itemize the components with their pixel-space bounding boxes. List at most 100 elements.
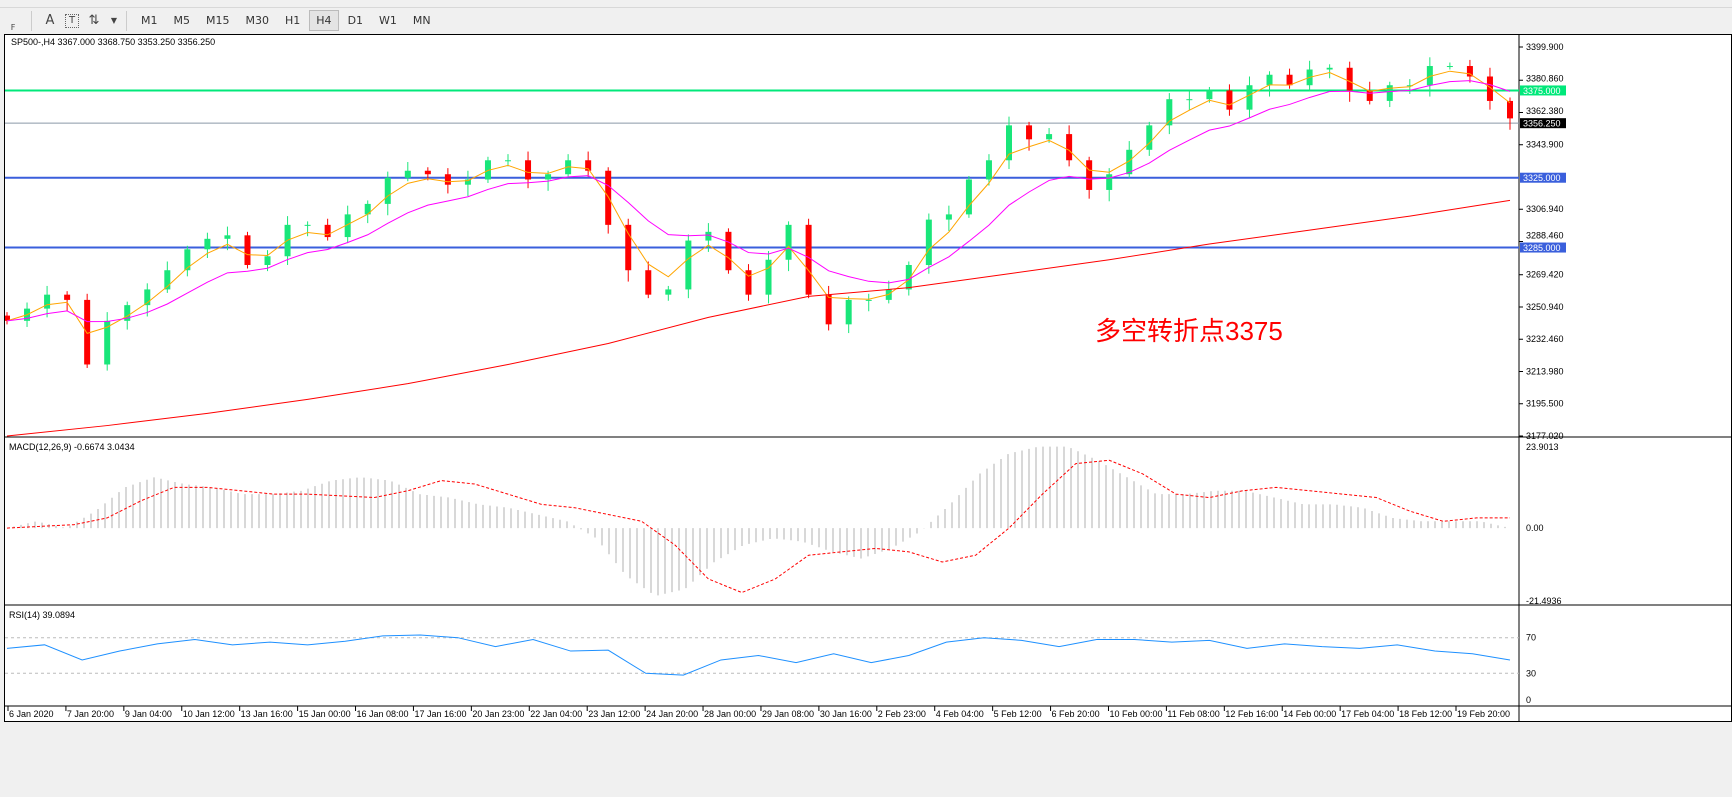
macd-tick-label: -21.4936 bbox=[1526, 596, 1562, 606]
candle-bear bbox=[1466, 66, 1473, 77]
candle-bear bbox=[444, 174, 451, 185]
candle-bull bbox=[224, 235, 231, 239]
candle-bull bbox=[865, 299, 872, 301]
candle-bull bbox=[1326, 67, 1333, 70]
candle-bull bbox=[665, 289, 672, 295]
candle-bull bbox=[1046, 134, 1053, 140]
candle-bear bbox=[1086, 160, 1093, 190]
candle-bull bbox=[505, 160, 511, 162]
timeframe-h4[interactable]: H4 bbox=[309, 10, 339, 31]
ma-mid-line bbox=[6, 80, 1511, 323]
candle-bear bbox=[1507, 100, 1513, 119]
arrows-icon[interactable]: ⇅ bbox=[88, 13, 100, 28]
candle-bear bbox=[244, 235, 251, 265]
candle-bull bbox=[1426, 66, 1433, 86]
candle-bear bbox=[1286, 74, 1293, 86]
candle-bull bbox=[905, 264, 912, 290]
candle-bull bbox=[965, 179, 972, 215]
price-tick-label: 3288.460 bbox=[1526, 231, 1564, 241]
candle-bull bbox=[304, 224, 311, 226]
price-tick-label: 3343.900 bbox=[1526, 140, 1564, 150]
candle-bear bbox=[805, 224, 812, 295]
chart-window[interactable]: 3399.900 3380.860 3362.380 3343.900 3306.940… bbox=[4, 34, 1732, 722]
candle-bull bbox=[184, 249, 191, 271]
candle-bear bbox=[525, 160, 532, 180]
candle-bear bbox=[1026, 125, 1033, 140]
timeframe-bar: M1 M5 M15 M30 H1 H4 D1 W1 MN bbox=[134, 10, 438, 31]
candle-bull bbox=[204, 238, 211, 250]
text-icon[interactable]: A bbox=[45, 13, 55, 28]
candle-bull bbox=[945, 214, 952, 220]
time-label: 5 Feb 12:00 bbox=[994, 709, 1042, 719]
candle-bear bbox=[745, 270, 752, 295]
level-label: 3356.250 bbox=[1523, 119, 1561, 129]
candle-bull bbox=[344, 214, 351, 238]
timeframe-m15[interactable]: M15 bbox=[206, 14, 230, 27]
time-label: 11 Feb 08:00 bbox=[1167, 709, 1219, 719]
time-label: 17 Feb 04:00 bbox=[1341, 709, 1394, 719]
candle-bear bbox=[725, 231, 732, 271]
level-label: 3285.000 bbox=[1523, 243, 1561, 253]
time-label: 29 Jan 08:00 bbox=[762, 709, 814, 719]
timeframe-m1[interactable]: M1 bbox=[141, 14, 158, 27]
divider bbox=[126, 10, 127, 31]
time-label: 17 Jan 16:00 bbox=[414, 709, 466, 719]
timeframe-h1[interactable]: H1 bbox=[285, 14, 301, 27]
candle-bear bbox=[1486, 76, 1493, 101]
status-area bbox=[0, 722, 1732, 797]
candle-bear bbox=[645, 270, 652, 295]
candle-bear bbox=[1066, 134, 1073, 161]
rsi-line bbox=[6, 634, 1511, 676]
candle-bear bbox=[4, 315, 10, 321]
ma-fast-line bbox=[6, 70, 1511, 334]
timeframe-m30[interactable]: M30 bbox=[245, 14, 270, 27]
time-label: 2 Feb 23:00 bbox=[878, 709, 926, 719]
grid-icon[interactable]: F bbox=[10, 22, 16, 32]
time-label: 30 Jan 16:00 bbox=[820, 709, 872, 719]
text-label-icon[interactable]: T bbox=[65, 13, 79, 28]
candle-bull bbox=[164, 270, 171, 290]
price-tick-label: 3213.980 bbox=[1526, 366, 1564, 376]
timeframe-w1[interactable]: W1 bbox=[379, 14, 397, 27]
rsi-label: RSI(14) 39.0894 bbox=[9, 610, 75, 620]
price-tick-label: 3306.940 bbox=[1526, 204, 1564, 214]
candle-bear bbox=[64, 294, 71, 300]
candle-bull bbox=[1146, 125, 1153, 150]
candle-bear bbox=[1226, 90, 1233, 110]
macd-tick-label: 23.9013 bbox=[1526, 442, 1559, 452]
timeframe-mn[interactable]: MN bbox=[412, 14, 431, 27]
candle-bull bbox=[705, 231, 712, 241]
candle-bull bbox=[845, 299, 852, 325]
price-tick-label: 3250.940 bbox=[1526, 302, 1564, 312]
time-label: 20 Jan 23:00 bbox=[472, 709, 524, 719]
candle-bear bbox=[1366, 90, 1373, 101]
candle-bear bbox=[424, 170, 431, 175]
candle-bull bbox=[785, 224, 792, 260]
level-label: 3375.000 bbox=[1523, 86, 1561, 96]
macd-label: MACD(12,26,9) -0.6674 3.0434 bbox=[9, 442, 135, 452]
candle-bull bbox=[685, 240, 692, 290]
time-label: 15 Jan 00:00 bbox=[299, 709, 351, 719]
chart-canvas[interactable]: 3399.900 3380.860 3362.380 3343.900 3306.940… bbox=[4, 35, 1731, 721]
time-label: 24 Jan 20:00 bbox=[646, 709, 698, 719]
macd-tick-label: 0.00 bbox=[1526, 523, 1544, 533]
symbol-info: SP500-,H4 3367.000 3368.750 3353.250 335… bbox=[11, 37, 215, 47]
rsi-tick-label: 0 bbox=[1526, 695, 1531, 705]
divider bbox=[31, 10, 32, 31]
time-label: 10 Jan 12:00 bbox=[183, 709, 235, 719]
time-label: 22 Jan 04:00 bbox=[530, 709, 582, 719]
price-tick-label: 3399.900 bbox=[1526, 42, 1564, 52]
candle-bull bbox=[44, 294, 51, 309]
time-label: 4 Feb 04:00 bbox=[936, 709, 984, 719]
chevron-down-icon[interactable]: ▼ bbox=[110, 16, 118, 25]
price-tick-label: 3177.020 bbox=[1526, 431, 1564, 441]
ma-slow-line bbox=[6, 199, 1511, 437]
level-label-bg bbox=[1520, 85, 1566, 96]
timeframe-d1[interactable]: D1 bbox=[347, 14, 364, 27]
time-label: 19 Feb 20:00 bbox=[1457, 709, 1510, 719]
timeframe-m5[interactable]: M5 bbox=[173, 14, 191, 27]
time-label: 10 Feb 00:00 bbox=[1109, 709, 1162, 719]
candle-bear bbox=[84, 299, 91, 365]
candle-bull bbox=[1006, 125, 1012, 161]
time-label: 14 Feb 00:00 bbox=[1283, 709, 1336, 719]
